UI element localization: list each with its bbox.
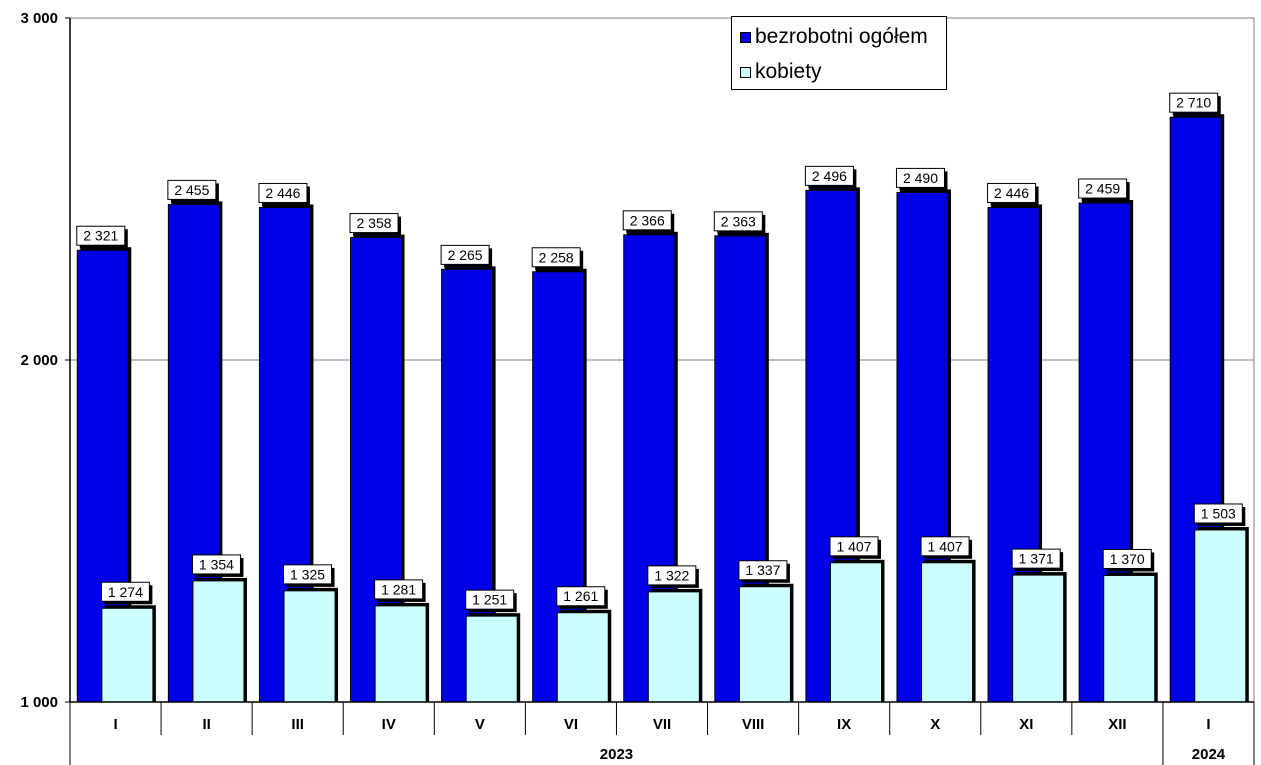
data-labels: 2 321 1 274 2 455 1 354 2 446 1 325 2 358 1 281… — [76, 92, 1246, 613]
data-label-box — [1078, 178, 1128, 199]
data-label-box — [895, 167, 945, 188]
data-label-box — [258, 182, 308, 203]
data-label-total: 2 258 — [539, 249, 574, 265]
data-label-women: 1 274 — [108, 584, 143, 600]
data-label-total: 2 363 — [721, 213, 756, 229]
x-tick-label: VI — [564, 716, 578, 733]
data-label-box — [283, 564, 333, 585]
bar-women — [1103, 574, 1156, 703]
bar-women — [738, 586, 791, 703]
bar-women — [465, 615, 518, 703]
data-label-total: 2 490 — [903, 170, 938, 186]
data-label-women: 1 503 — [1201, 505, 1236, 521]
x-tick-label: IV — [382, 716, 396, 733]
data-label-box — [829, 536, 879, 557]
x-tick-label: I — [113, 716, 117, 733]
x-tick-label: X — [930, 716, 940, 733]
data-label-box — [465, 589, 515, 610]
legend-item-total: bezrobotni ogółem — [740, 25, 928, 49]
data-label-box — [920, 536, 970, 557]
data-label-total: 2 358 — [356, 215, 391, 231]
data-label-box — [1193, 503, 1243, 524]
y-tick-label: 2 000 — [20, 352, 58, 369]
x-tick-label: II — [202, 716, 210, 733]
data-label-women: 1 407 — [836, 538, 871, 554]
data-label-total: 2 446 — [265, 185, 300, 201]
legend: bezrobotni ogółem kobiety — [731, 16, 947, 90]
data-label-women: 1 251 — [472, 592, 507, 608]
data-label-box — [191, 554, 241, 575]
x-tick-label: XI — [1019, 716, 1033, 733]
bar-women — [283, 590, 336, 703]
bar-women — [192, 580, 245, 703]
data-label-box — [1169, 92, 1219, 113]
data-label-box — [167, 179, 217, 200]
data-label-total: 2 265 — [448, 247, 483, 263]
data-label-total: 2 366 — [630, 212, 665, 228]
bar-women — [829, 562, 882, 703]
data-label-women: 1 325 — [290, 566, 325, 582]
data-label-total: 2 321 — [83, 228, 118, 244]
bar-women — [374, 605, 427, 703]
x-tick-label: V — [475, 716, 485, 733]
data-label-women: 1 322 — [654, 567, 689, 583]
data-label-total: 2 710 — [1176, 95, 1211, 111]
data-label-box — [76, 225, 126, 246]
data-label-box — [804, 165, 854, 186]
bar-women — [647, 591, 700, 703]
data-label-women: 1 281 — [381, 581, 416, 597]
year-group-label: 2024 — [1192, 746, 1226, 763]
data-label-women: 1 371 — [1019, 551, 1054, 567]
data-label-box — [647, 565, 697, 586]
x-tick-label: III — [291, 716, 304, 733]
data-label-women: 1 354 — [199, 556, 234, 572]
data-label-women: 1 261 — [563, 588, 598, 604]
data-label-box — [440, 244, 490, 265]
data-label-total: 2 459 — [1085, 181, 1120, 197]
x-tick-label: IX — [837, 716, 851, 733]
data-label-box — [987, 182, 1037, 203]
x-tick-label: XII — [1108, 716, 1126, 733]
bar-women — [1012, 574, 1065, 703]
data-label-box — [622, 210, 672, 231]
y-tick-label: 1 000 — [20, 694, 58, 711]
data-label-box — [100, 581, 150, 602]
legend-swatch-women — [740, 66, 751, 78]
x-tick-label: VII — [653, 716, 671, 733]
data-label-box — [1011, 548, 1061, 569]
bar-women — [1194, 529, 1247, 703]
legend-label-women: kobiety — [755, 60, 822, 83]
data-label-box — [738, 560, 788, 581]
data-label-women: 1 370 — [1110, 551, 1145, 567]
x-tick-label: I — [1206, 716, 1210, 733]
data-label-box — [531, 247, 581, 268]
data-label-total: 2 496 — [812, 168, 847, 184]
data-label-box — [349, 213, 399, 234]
data-label-women: 1 407 — [928, 538, 963, 554]
legend-label-total: bezrobotni ogółem — [755, 25, 928, 48]
data-label-total: 2 446 — [994, 185, 1029, 201]
bars — [76, 114, 1249, 703]
bar-women — [101, 607, 154, 703]
data-label-box — [374, 579, 424, 600]
year-group-label: 2023 — [600, 746, 633, 763]
y-tick-label: 3 000 — [20, 10, 58, 27]
data-label-box — [556, 586, 606, 607]
data-label-women: 1 337 — [745, 562, 780, 578]
data-label-total: 2 455 — [174, 182, 209, 198]
data-label-box — [1102, 548, 1152, 569]
legend-item-women: kobiety — [740, 60, 822, 84]
legend-swatch-total — [740, 31, 751, 43]
bar-women — [556, 612, 609, 703]
x-tick-label: VIII — [742, 716, 765, 733]
data-label-box — [713, 211, 763, 232]
bar-women — [921, 562, 974, 703]
